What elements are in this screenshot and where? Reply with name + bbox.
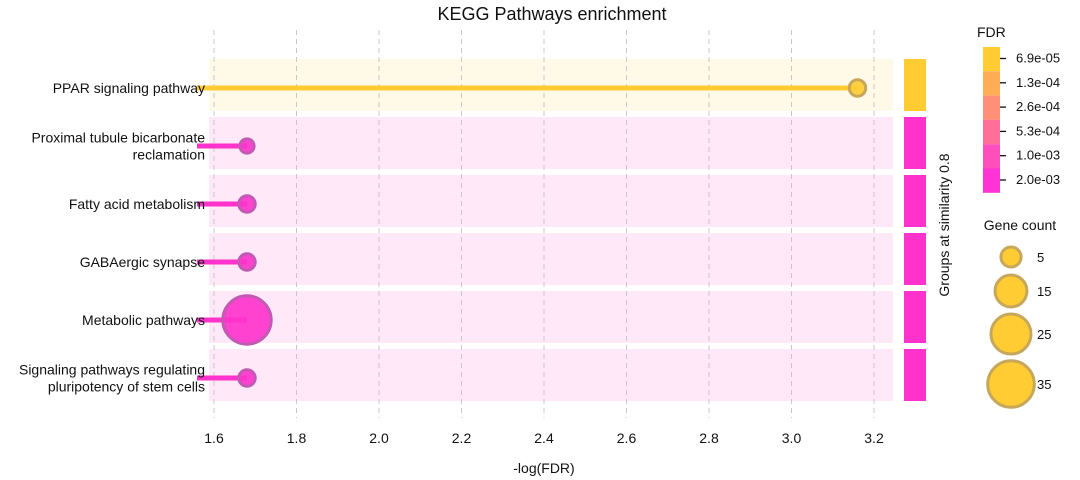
x-tick-label: 3.0 bbox=[782, 430, 802, 446]
row-background bbox=[209, 59, 893, 111]
group-color-block bbox=[904, 233, 926, 285]
fdr-color-segment bbox=[983, 71, 1000, 96]
gene-count-legend-marker bbox=[989, 312, 1033, 356]
gene-count-legend-title: Gene count bbox=[984, 217, 1056, 233]
x-tick-label: 2.0 bbox=[369, 430, 389, 446]
gene-count-legend-label: 25 bbox=[1037, 327, 1051, 342]
category-label: Proximal tubule bicarbonate reclamation bbox=[31, 130, 205, 163]
gene-count-legend-marker bbox=[986, 359, 1036, 409]
row-background bbox=[209, 233, 893, 285]
lollipop-point bbox=[237, 252, 257, 272]
category-label: GABAergic synapse bbox=[80, 254, 205, 270]
fdr-color-segment bbox=[983, 95, 1000, 120]
fdr-color-segment bbox=[983, 119, 1000, 145]
fdr-legend-title: FDR bbox=[977, 24, 1006, 40]
x-tick-label: 1.8 bbox=[287, 430, 307, 446]
fdr-legend-label: 2.6e-04 bbox=[1016, 99, 1060, 114]
chart-title: KEGG Pathways enrichment bbox=[437, 4, 666, 24]
group-color-block bbox=[904, 117, 926, 169]
row-background bbox=[209, 117, 893, 169]
lollipop-point bbox=[237, 368, 257, 388]
fdr-legend-label: 6.9e-05 bbox=[1016, 51, 1060, 66]
lollipop-point bbox=[847, 78, 868, 98]
fdr-legend-label: 2.0e-03 bbox=[1016, 172, 1060, 187]
lollipop-point bbox=[221, 294, 273, 346]
group-axis-label: Groups at similarity 0.8 bbox=[936, 153, 952, 296]
x-tick-label: 2.8 bbox=[699, 430, 719, 446]
row-background bbox=[209, 349, 893, 401]
group-color-block bbox=[904, 175, 926, 227]
row-background bbox=[209, 291, 893, 343]
fdr-legend: FDR 6.9e-05 1.3e-04 2.6e-04 5.3e-04 1.0e-03 2.… bbox=[977, 24, 1060, 193]
row-background bbox=[209, 175, 893, 227]
fdr-color-segment bbox=[983, 168, 1000, 193]
lollipop-point bbox=[237, 194, 257, 214]
gene-count-legend-label: 15 bbox=[1037, 284, 1051, 299]
category-label: Metabolic pathways bbox=[82, 312, 205, 328]
category-label: PPAR signaling pathway bbox=[53, 80, 205, 96]
gene-count-legend: Gene count 5 15 25 35 bbox=[984, 217, 1056, 409]
category-label: Fatty acid metabolism bbox=[69, 196, 205, 212]
x-tick-label: 2.2 bbox=[452, 430, 472, 446]
x-tick-label: 1.6 bbox=[204, 430, 224, 446]
fdr-legend-label: 1.0e-03 bbox=[1016, 148, 1060, 163]
x-tick-label: 2.6 bbox=[617, 430, 637, 446]
fdr-color-segment bbox=[983, 47, 1000, 72]
plot-area: 1.6 1.8 2.0 2.2 2.4 2.6 2.8 3.0 3.2 PPAR signalin… bbox=[19, 30, 926, 446]
gene-count-legend-marker bbox=[993, 273, 1029, 309]
group-color-block bbox=[904, 349, 926, 401]
gene-count-legend-label: 5 bbox=[1037, 250, 1044, 265]
gene-count-legend-marker bbox=[999, 245, 1023, 269]
lollipop-point bbox=[238, 137, 256, 155]
gene-count-legend-label: 35 bbox=[1037, 377, 1051, 392]
x-axis-label: -log(FDR) bbox=[513, 460, 574, 476]
category-label: Signaling pathways regulating pluripotenc… bbox=[19, 362, 205, 395]
fdr-legend-label: 5.3e-04 bbox=[1016, 123, 1060, 138]
fdr-legend-label: 1.3e-04 bbox=[1016, 75, 1060, 90]
fdr-color-segment bbox=[983, 144, 1000, 169]
x-tick-label: 2.4 bbox=[534, 430, 554, 446]
x-tick-label: 3.2 bbox=[864, 430, 884, 446]
group-color-block bbox=[904, 291, 926, 343]
group-color-block bbox=[904, 59, 926, 111]
